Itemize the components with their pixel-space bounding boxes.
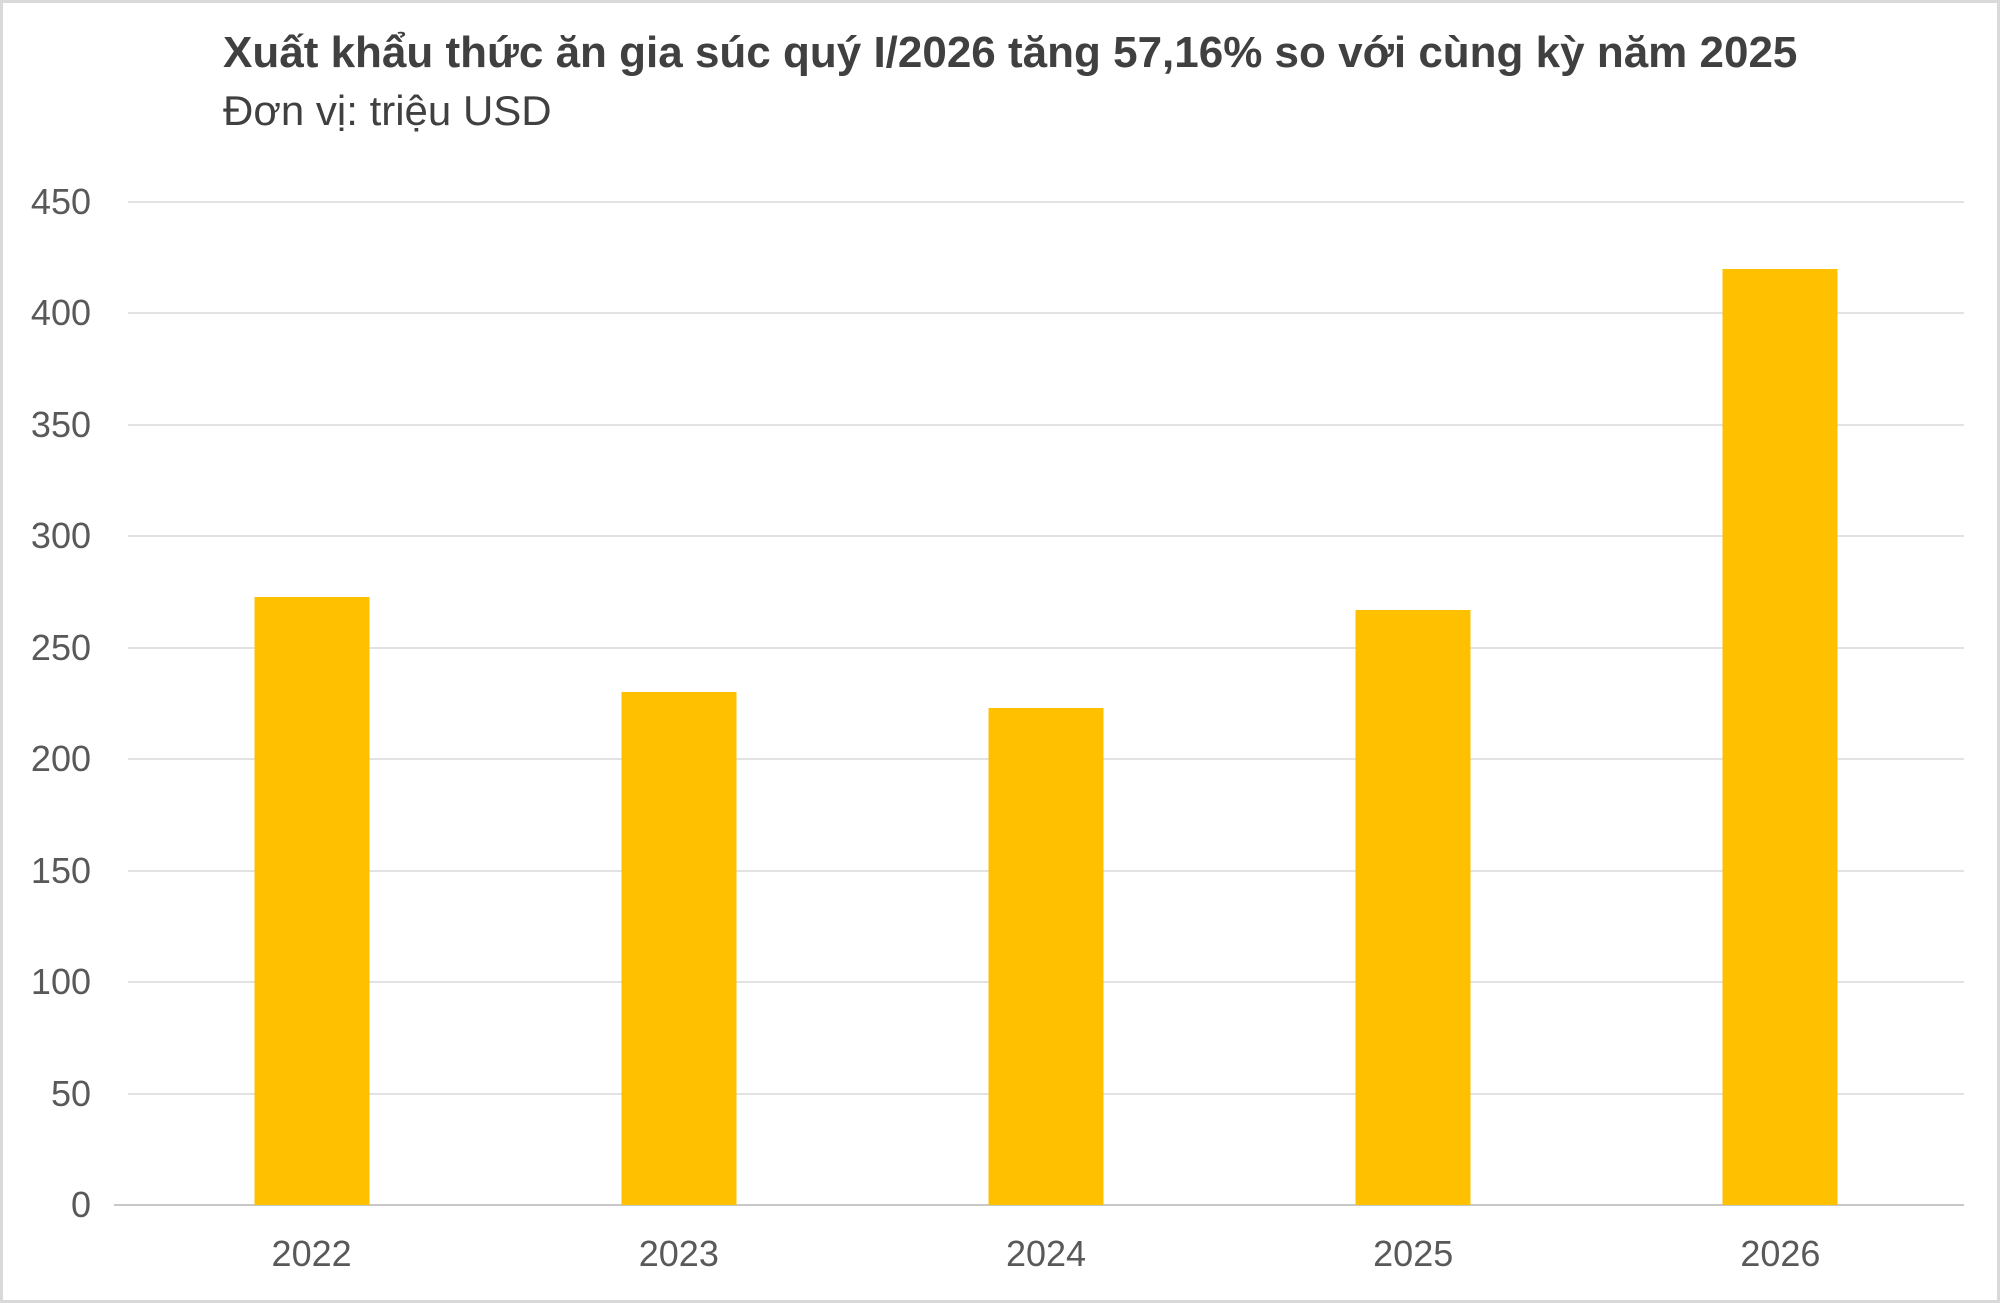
x-axis: 2022 2023 2024 2025 2026 (128, 1236, 1964, 1272)
gridline-400 (128, 312, 1964, 315)
bar-2026 (1722, 268, 1838, 1205)
bar-slot-2022 (128, 202, 495, 1205)
x-axis-label-2023: 2023 (638, 1233, 719, 1274)
x-axis-label-2026: 2026 (1740, 1233, 1821, 1274)
y-axis-tick-label-50: 50 (50, 1072, 91, 1114)
bar-2025 (1355, 609, 1471, 1205)
y-axis-tick-label-250: 250 (30, 626, 91, 668)
gridline-250 (128, 646, 1964, 649)
chart-title: Xuất khẩu thức ăn gia súc quý I/2026 tăn… (223, 28, 1798, 77)
gridline-300 (128, 535, 1964, 538)
y-axis-tick-label-100: 100 (30, 961, 91, 1003)
bar-2022 (254, 596, 370, 1205)
y-axis-tick-label-150: 150 (30, 849, 91, 891)
bar-2023 (621, 692, 737, 1205)
y-axis-tick-label-400: 400 (30, 292, 91, 334)
bar-slot-2024 (862, 202, 1229, 1205)
bar-slot-2023 (495, 202, 862, 1205)
y-axis-tick-label-450: 450 (30, 181, 91, 222)
x-axis-label-2025: 2025 (1373, 1233, 1454, 1274)
chart-header: Xuất khẩu thức ăn gia súc quý I/2026 tăn… (223, 25, 1797, 136)
y-axis-tick-label-200: 200 (30, 738, 91, 780)
x-axis-label-2024: 2024 (1005, 1233, 1087, 1274)
bar-slot-2025 (1230, 202, 1597, 1205)
gridline-450 (128, 201, 1964, 203)
y-axis-tick-label-300: 300 (30, 515, 91, 557)
x-axis-label-2022: 2022 (271, 1233, 352, 1274)
bar-2024 (988, 707, 1104, 1205)
x-axis-baseline (114, 1204, 1964, 1206)
y-axis: 0 50 100 150 200 250 300 350 400 450 (3, 181, 103, 1225)
chart-unit-label: Đơn vị: triệu USD (223, 87, 552, 134)
bars (128, 202, 1964, 1205)
plot-area (114, 201, 1964, 1206)
gridline-350 (128, 423, 1964, 426)
y-axis-tick-label-0: 0 (70, 1184, 91, 1225)
y-axis-tick-label-350: 350 (30, 403, 91, 445)
bar-slot-2026 (1597, 202, 1964, 1205)
